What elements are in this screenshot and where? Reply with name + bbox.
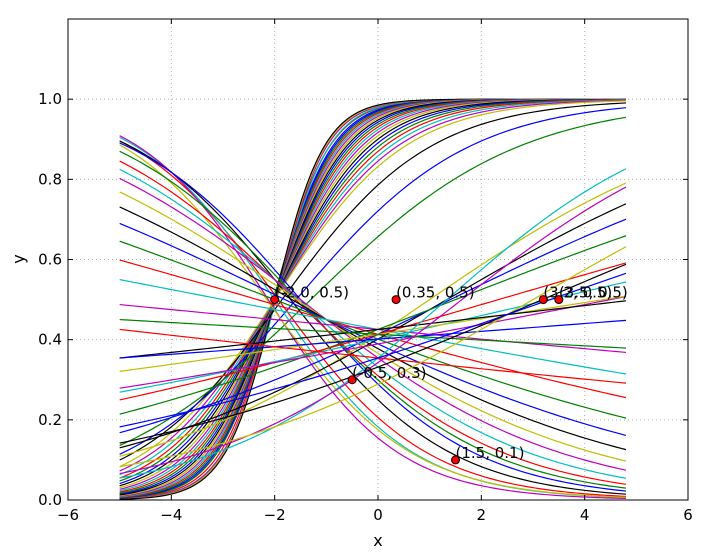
series-lines: [119, 98, 627, 500]
series-line: [119, 100, 627, 468]
series-line: [119, 318, 627, 349]
data-point: [270, 295, 280, 305]
y-tick-label: 1.0: [38, 90, 62, 108]
x-tick-label: −4: [160, 506, 182, 524]
series-line: [119, 99, 627, 479]
marked-points: (-2.0, 0.5) (0.35, 0.5) (-0.5, 0.3) (1.5, 0…: [270, 284, 628, 465]
series-line: [119, 300, 627, 359]
series-line: [119, 182, 627, 457]
x-axis-label: x: [373, 531, 382, 550]
axis-ticks: −6 −4 −2 0 2 4 6 0.0 0.2 0.4 0.6 0.8 1.0: [38, 19, 693, 524]
series-line: [119, 262, 627, 401]
x-tick-label: 2: [477, 506, 487, 524]
data-point: [347, 375, 357, 385]
data-point-label: (3.5, 0.5): [559, 284, 628, 302]
series-line: [119, 246, 627, 468]
y-tick-label: 0.8: [38, 170, 62, 188]
data-point-label: (1.5, 0.1): [456, 444, 525, 462]
series-line: [119, 206, 627, 451]
y-tick-label: 0.4: [38, 331, 62, 349]
x-tick-label: −6: [57, 506, 79, 524]
y-tick-label: 0.6: [38, 251, 62, 269]
series-line: [119, 218, 627, 434]
series-line: [119, 328, 627, 384]
data-point-label: (-2.0, 0.5): [275, 284, 349, 302]
x-tick-label: 4: [580, 506, 590, 524]
y-axis-label: y: [9, 254, 28, 263]
grid-lines: [67, 19, 689, 501]
series-line: [119, 295, 627, 389]
series-line: [119, 191, 627, 462]
y-tick-label: 0.0: [38, 491, 62, 509]
series-line: [119, 99, 627, 476]
series-line: [119, 150, 627, 489]
data-point: [391, 295, 401, 305]
series-line: [119, 177, 627, 471]
series-line: [119, 102, 627, 461]
series-line: [119, 319, 627, 359]
series-line: [119, 107, 627, 455]
data-point: [538, 295, 548, 305]
series-line: [119, 144, 627, 498]
series-line: [119, 140, 627, 495]
data-point: [451, 455, 460, 465]
series-line: [119, 186, 627, 475]
data-point-label: (0.35, 0.5): [396, 284, 475, 302]
series-line: [119, 168, 627, 479]
series-line: [119, 168, 627, 479]
x-tick-label: −2: [264, 506, 286, 524]
y-tick-label: 0.2: [38, 411, 62, 429]
series-line: [119, 142, 627, 492]
series-line: [119, 140, 627, 498]
series-line: [119, 259, 627, 399]
series-line: [119, 99, 627, 472]
series-line: [119, 295, 627, 372]
series-line: [119, 235, 627, 415]
x-tick-label: 0: [373, 506, 383, 524]
x-tick-label: 6: [683, 506, 693, 524]
data-point: [554, 295, 564, 305]
series-line: [119, 160, 627, 485]
series-line: [119, 99, 627, 482]
data-point-label: (-0.5, 0.3): [352, 364, 426, 382]
series-line: [119, 116, 627, 447]
series-line: [119, 203, 627, 449]
series-line: [119, 303, 627, 354]
